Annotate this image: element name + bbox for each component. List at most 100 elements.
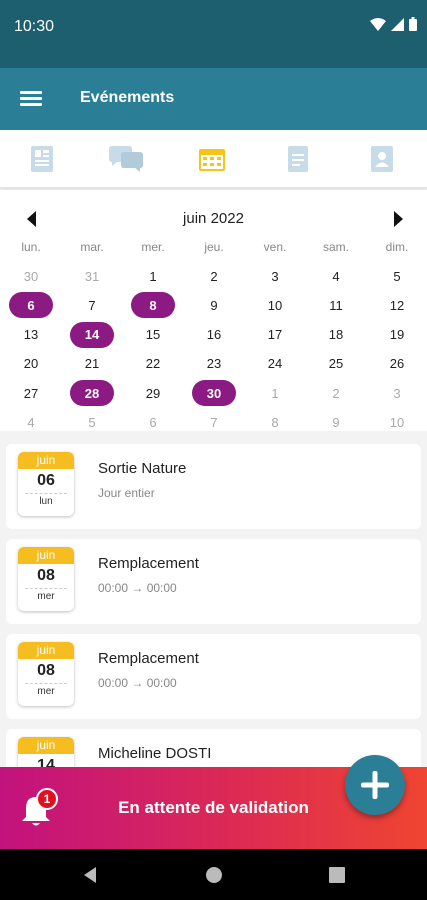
calendar-day[interactable]: 9 [332,415,340,430]
calendar-day[interactable]: 2 [210,268,218,284]
back-button[interactable] [80,865,100,885]
add-event-button[interactable] [345,755,405,815]
calendar-day[interactable]: 11 [329,297,343,313]
calendar-day[interactable]: 19 [389,327,405,343]
weekday-label: mer. [141,240,165,254]
calendar-day[interactable]: 4 [27,415,35,430]
calendar-day[interactable]: 31 [84,268,100,284]
weekday-label: sam. [322,240,349,254]
calendar-day[interactable]: 20 [23,356,39,372]
date-badge: juin 08 mer [18,547,74,611]
tab-documents[interactable] [280,144,316,174]
notification-count-badge: 1 [36,788,58,810]
calendar-day-with-event[interactable]: 30 [192,380,236,407]
signal-icon [391,17,404,31]
calendar-day[interactable]: 29 [145,385,161,401]
badge-day: 08 [37,662,55,679]
date-badge: juin 08 mer [18,642,74,706]
tab-news[interactable] [24,144,60,174]
contact-icon [371,146,393,172]
calendar-day[interactable]: 7 [210,415,218,430]
status-time: 10:30 [14,18,55,35]
calendar-day-with-event[interactable]: 8 [131,292,175,319]
calendar-day[interactable]: 9 [210,297,218,313]
calendar-day-with-event[interactable]: 28 [70,380,114,407]
event-card[interactable]: juin 08 mer Remplacement 00:00 → 00:00 [6,539,421,624]
badge-weekday: mer [37,686,55,697]
badge-month: juin [18,737,74,754]
weekday-label: jeu. [204,240,224,254]
calendar-day[interactable]: 27 [23,385,39,401]
calendar-day[interactable]: 12 [389,297,405,313]
calendar-day[interactable]: 10 [267,297,283,313]
weekday-label: dim. [385,240,409,254]
badge-day: 08 [37,567,55,584]
app-bar: Evénements [0,68,427,130]
weekday-label: ven. [263,240,287,254]
calendar-day[interactable]: 10 [389,415,405,430]
back-triangle-icon [84,867,96,883]
calendar-day[interactable]: 22 [145,356,161,372]
calendar-day[interactable]: 4 [332,268,340,284]
calendar-day-with-event[interactable]: 14 [70,321,114,348]
calendar: juin 2022 lun. mar. mer. jeu. ven. sam. dim. 3… [0,190,427,431]
calendar-day-with-event[interactable]: 6 [9,292,53,319]
calendar-day[interactable]: 25 [328,356,344,372]
event-card[interactable]: juin 08 mer Remplacement 00:00 → 00:00 [6,634,421,719]
calendar-day[interactable]: 21 [84,356,100,372]
calendar-day[interactable]: 1 [271,385,279,401]
calendar-icon [199,149,225,171]
weekday-header: lun. mar. mer. jeu. ven. sam. dim. [0,240,427,256]
calendar-day[interactable]: 6 [149,415,157,430]
calendar-day[interactable]: 5 [88,415,96,430]
calendar-day[interactable]: 18 [328,327,344,343]
battery-icon [409,17,417,31]
calendar-day[interactable]: 3 [393,385,401,401]
badge-weekday: mer [37,591,55,602]
event-time: Jour entier [98,486,155,500]
document-icon [288,146,308,172]
badge-weekday: lun [39,496,53,507]
hamburger-menu-icon[interactable] [20,91,42,107]
calendar-day[interactable]: 3 [271,268,279,284]
badge-day: 06 [37,472,55,489]
event-card[interactable]: juin 06 lun Sortie Nature Jour entier [6,444,421,529]
event-time: 00:00 → 00:00 [98,676,177,690]
recents-button[interactable] [327,865,347,885]
calendar-day[interactable]: 23 [206,356,222,372]
previous-month-icon[interactable] [24,210,40,228]
calendar-day[interactable]: 17 [267,327,283,343]
calendar-day[interactable]: 8 [271,415,279,430]
calendar-day[interactable]: 30 [23,268,39,284]
status-icons [370,17,417,31]
badge-month: juin [18,452,74,469]
next-month-icon[interactable] [390,210,406,228]
badge-divider [25,493,67,494]
calendar-day[interactable]: 13 [23,327,39,343]
plus-icon [361,771,389,799]
calendar-day[interactable]: 24 [267,356,283,372]
system-nav-bar [0,849,427,900]
event-title: Sortie Nature [98,460,187,477]
calendar-day[interactable]: 15 [145,327,161,343]
calendar-day[interactable]: 26 [389,356,405,372]
calendar-day[interactable]: 1 [149,268,157,284]
event-title: Micheline DOSTI [98,745,212,762]
calendar-day[interactable]: 16 [206,327,222,343]
home-button[interactable] [204,865,224,885]
calendar-day[interactable]: 2 [332,385,340,401]
tab-chat[interactable] [108,144,144,174]
tab-bar [0,130,427,188]
tab-contacts[interactable] [364,144,400,174]
badge-divider [25,683,67,684]
event-title: Remplacement [98,650,199,667]
calendar-day[interactable]: 5 [393,268,401,284]
tab-calendar[interactable] [194,144,230,174]
calendar-month-label: juin 2022 [183,210,244,227]
status-bar: 10:30 [0,0,427,68]
weekday-label: mar. [80,240,104,254]
home-circle-icon [206,867,222,883]
calendar-day[interactable]: 7 [88,297,96,313]
badge-month: juin [18,547,74,564]
date-badge: juin 06 lun [18,452,74,516]
